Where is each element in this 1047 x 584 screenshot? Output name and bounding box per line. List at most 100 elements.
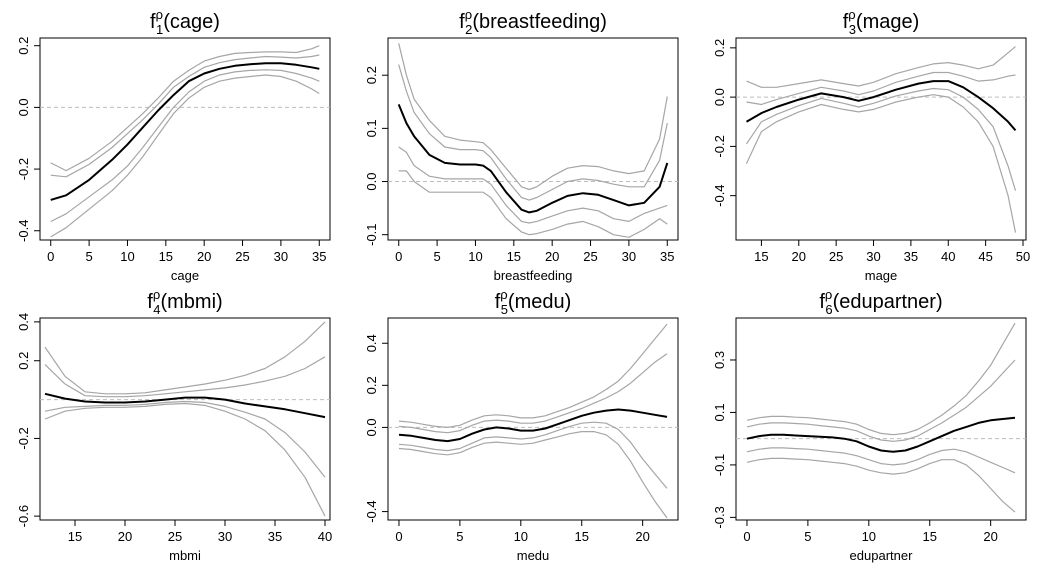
y-tick-label: 0.2: [364, 376, 379, 394]
x-tick-label: 35: [660, 249, 674, 264]
plot-frame: [387, 317, 679, 521]
series-inner-upper: [746, 359, 1016, 442]
x-tick-label: 5: [804, 529, 811, 544]
series-estimate: [398, 408, 668, 443]
y-tick-label: 0.2: [712, 39, 727, 57]
panel-title: fρ 5(medu): [495, 287, 572, 317]
y-tick-label: -0.3: [712, 506, 727, 528]
panel-title: fρ 4(mbmi): [147, 287, 222, 317]
x-tick-label: 5: [85, 249, 92, 264]
x-tick-label: 10: [120, 249, 134, 264]
series-estimate: [50, 62, 320, 201]
x-tick-label: 45: [978, 249, 992, 264]
series-inner-lower: [44, 400, 326, 478]
y-tick-label: -0.1: [364, 223, 379, 245]
x-tick-label: 50: [1016, 249, 1030, 264]
series-inner-upper: [50, 54, 320, 178]
y-tick-label: 0.0: [364, 172, 379, 190]
series-outer-lower: [746, 457, 1016, 513]
x-axis-label: breastfeeding: [494, 268, 573, 283]
x-tick-label: 0: [47, 249, 54, 264]
y-tick-label: 0.1: [712, 403, 727, 421]
x-axis-label: mage: [865, 268, 898, 283]
series-estimate: [397, 104, 669, 214]
x-tick-label: 15: [754, 249, 768, 264]
x-tick-label: 20: [197, 249, 211, 264]
x-tick-label: 25: [829, 249, 843, 264]
panel-3: 15 20 25 30 35 40 45 50 -0.4 -0.2 0.0 0.2 mage fρ 3(ma…: [712, 7, 1030, 283]
x-tick-label: 30: [274, 249, 288, 264]
series-outer-lower: [44, 402, 326, 517]
plot-frame: [39, 37, 331, 241]
y-tick-label: -0.4: [712, 184, 727, 206]
x-tick-label: 20: [983, 529, 997, 544]
series-outer-upper: [44, 321, 326, 395]
y-tick-label: 0.0: [712, 88, 727, 106]
y-tick-label: 0.2: [16, 37, 31, 55]
plot-frame: [735, 317, 1027, 521]
series-outer-upper: [398, 323, 668, 428]
series-inner-lower: [746, 87, 1017, 191]
x-tick-label: 30: [218, 529, 232, 544]
series-outer-upper: [746, 322, 1016, 436]
series-inner-upper: [398, 353, 668, 434]
x-axis-label: cage: [171, 268, 199, 283]
x-axis-label: mbmi: [169, 548, 201, 563]
y-tick-label: 0.2: [16, 352, 31, 370]
y-tick-label: -0.4: [16, 220, 31, 242]
series-estimate: [745, 80, 1017, 132]
y-tick-label: 0.2: [364, 66, 379, 84]
y-tick-label: 0.1: [364, 119, 379, 137]
y-tick-label: 0.4: [16, 313, 31, 331]
x-axis-label: medu: [517, 548, 550, 563]
x-tick-label: 35: [904, 249, 918, 264]
x-tick-label: 30: [866, 249, 880, 264]
panel-5: 0 5 10 15 20 -0.4 0.0 0.2 0.4 medu fρ 5(medu): [364, 287, 679, 563]
series-inner-lower: [398, 146, 668, 224]
x-tick-label: 40: [941, 249, 955, 264]
x-tick-label: 20: [545, 249, 559, 264]
series-inner-lower: [50, 69, 320, 223]
x-tick-label: 15: [575, 529, 589, 544]
x-tick-label: 35: [268, 529, 282, 544]
series-inner-upper: [746, 71, 1016, 106]
series-outer-lower: [745, 94, 1017, 233]
y-tick-label: -0.1: [712, 454, 727, 476]
panel-1: 0 5 10 15 20 25 30 35 -0.4 -0.2 0.0 0.2 cage fρ 1(cage…: [16, 7, 331, 283]
series-estimate: [44, 392, 326, 419]
x-tick-label: 20: [635, 529, 649, 544]
series-outer-upper: [746, 46, 1016, 88]
series-outer-lower: [50, 74, 320, 238]
plot-frame: [39, 317, 331, 521]
x-axis-label: edupartner: [850, 548, 914, 563]
series-inner-lower: [746, 447, 1016, 474]
series-outer-lower: [398, 170, 668, 238]
y-tick-label: 0.4: [364, 334, 379, 352]
x-tick-label: 10: [468, 249, 482, 264]
y-tick-label: -0.2: [16, 427, 31, 449]
series-inner-upper: [398, 64, 668, 201]
plot-frame: [387, 37, 679, 241]
x-tick-label: 5: [456, 529, 463, 544]
y-tick-label: -0.4: [364, 500, 379, 522]
panel-title: fρ 3(mage): [843, 7, 920, 37]
x-tick-label: 25: [168, 529, 182, 544]
x-tick-label: 0: [395, 249, 402, 264]
panel-title: fρ 2(breastfeeding): [459, 7, 607, 37]
x-tick-label: 0: [743, 529, 750, 544]
x-tick-label: 10: [862, 529, 876, 544]
plot-frame: [735, 37, 1027, 241]
y-tick-label: 0.0: [364, 418, 379, 436]
panel-6: 0 5 10 15 20 -0.3 -0.1 0.1 0.3 edupartner fρ 6(edup…: [712, 287, 1027, 563]
x-tick-label: 15: [159, 249, 173, 264]
x-tick-label: 10: [514, 529, 528, 544]
y-tick-label: 0.0: [16, 98, 31, 116]
panel-4: 15 20 25 30 35 40 -0.6 -0.2 0.2 0.4 mbmi fρ 4(mbmi): [16, 287, 332, 563]
panel-title: fρ 1(cage): [150, 7, 220, 37]
series-estimate: [746, 416, 1016, 453]
x-tick-label: 25: [235, 249, 249, 264]
series-inner-lower: [398, 421, 668, 489]
x-tick-label: 20: [118, 529, 132, 544]
x-tick-label: 40: [318, 529, 332, 544]
